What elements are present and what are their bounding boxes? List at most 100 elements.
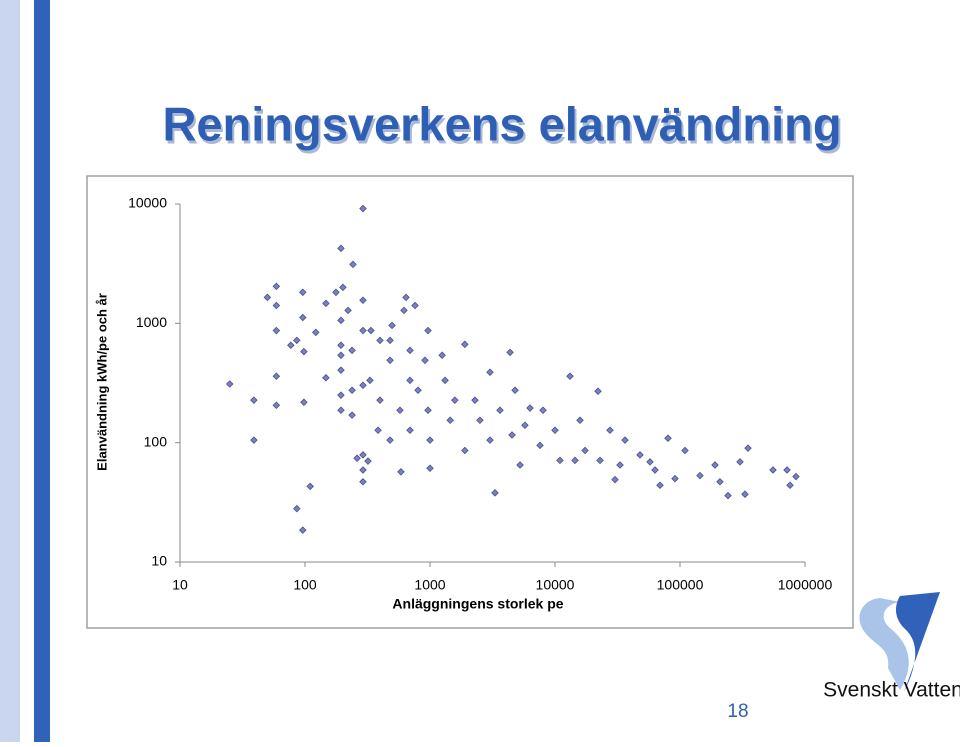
point bbox=[736, 458, 744, 466]
point bbox=[293, 336, 301, 345]
point bbox=[426, 436, 434, 444]
point bbox=[359, 204, 367, 213]
point bbox=[348, 411, 356, 419]
point bbox=[400, 306, 408, 315]
point bbox=[263, 293, 272, 302]
point bbox=[581, 446, 589, 455]
point bbox=[388, 321, 396, 330]
point bbox=[724, 491, 732, 500]
side-stripe-dark bbox=[34, 0, 50, 742]
point bbox=[339, 283, 347, 292]
point bbox=[322, 373, 330, 382]
point bbox=[594, 387, 602, 395]
point bbox=[348, 346, 356, 355]
y-tick-label: 1000 bbox=[136, 314, 167, 330]
point bbox=[411, 301, 419, 310]
point bbox=[359, 478, 367, 486]
logo-text: Svenskt Vatten bbox=[823, 679, 960, 702]
point bbox=[349, 260, 357, 269]
point bbox=[783, 466, 791, 474]
title-shadow: Reningsverkens elanvändning bbox=[164, 100, 843, 153]
point bbox=[386, 436, 394, 444]
x-tick-label: 100000 bbox=[657, 577, 704, 593]
point bbox=[424, 326, 432, 335]
point bbox=[424, 406, 432, 414]
point bbox=[287, 341, 295, 350]
point bbox=[611, 475, 619, 484]
point bbox=[486, 436, 494, 444]
point bbox=[414, 386, 422, 395]
point bbox=[571, 456, 579, 465]
point bbox=[451, 396, 459, 404]
point bbox=[596, 456, 604, 465]
point bbox=[374, 426, 382, 435]
point bbox=[576, 416, 584, 425]
point bbox=[225, 380, 234, 388]
point bbox=[397, 468, 405, 476]
point bbox=[441, 376, 449, 385]
point bbox=[681, 446, 689, 455]
point bbox=[344, 306, 352, 315]
point bbox=[272, 301, 281, 310]
point bbox=[353, 454, 361, 463]
point bbox=[461, 340, 469, 349]
point bbox=[566, 372, 574, 381]
point bbox=[299, 288, 307, 297]
point bbox=[359, 296, 367, 305]
point bbox=[272, 401, 281, 409]
point bbox=[461, 446, 469, 455]
point bbox=[272, 326, 281, 335]
point bbox=[506, 348, 514, 357]
point bbox=[322, 299, 330, 308]
point bbox=[471, 396, 479, 404]
point bbox=[646, 458, 654, 466]
point bbox=[526, 404, 534, 412]
x-tick-label: 1000 bbox=[414, 577, 445, 593]
point bbox=[367, 326, 375, 335]
point bbox=[539, 406, 547, 414]
point bbox=[511, 386, 519, 395]
point bbox=[711, 461, 719, 469]
x-tick-label: 100 bbox=[293, 577, 317, 593]
point bbox=[551, 426, 559, 435]
point bbox=[521, 421, 529, 429]
point bbox=[402, 293, 410, 302]
point bbox=[364, 457, 372, 465]
point bbox=[312, 328, 320, 337]
point bbox=[476, 416, 484, 425]
logo-shape-dark bbox=[896, 592, 940, 692]
point bbox=[306, 482, 314, 491]
point bbox=[406, 376, 414, 385]
point bbox=[396, 406, 404, 414]
y-tick-label: 10000 bbox=[128, 195, 167, 211]
point bbox=[299, 526, 307, 534]
point bbox=[386, 356, 394, 365]
point bbox=[250, 396, 258, 404]
point bbox=[337, 351, 345, 360]
point bbox=[769, 466, 777, 474]
point bbox=[716, 478, 724, 486]
point bbox=[359, 451, 367, 459]
point bbox=[508, 431, 516, 439]
side-stripe-light bbox=[0, 0, 20, 742]
slide-title: Reningsverkens elanvändning bbox=[162, 97, 841, 150]
point bbox=[406, 346, 414, 355]
point bbox=[272, 282, 281, 291]
point bbox=[786, 481, 794, 489]
point bbox=[386, 336, 394, 345]
point bbox=[671, 474, 679, 483]
point bbox=[376, 396, 384, 404]
point bbox=[446, 416, 454, 425]
x-tick-label: 1000000 bbox=[778, 577, 833, 593]
logo-shape-light bbox=[859, 598, 909, 690]
point bbox=[664, 434, 672, 442]
point bbox=[621, 436, 629, 444]
point bbox=[491, 489, 499, 497]
point bbox=[359, 326, 367, 335]
x-tick-label: 10 bbox=[172, 577, 188, 593]
point bbox=[299, 313, 307, 322]
point bbox=[337, 316, 345, 325]
point bbox=[337, 406, 345, 414]
point bbox=[300, 398, 308, 407]
